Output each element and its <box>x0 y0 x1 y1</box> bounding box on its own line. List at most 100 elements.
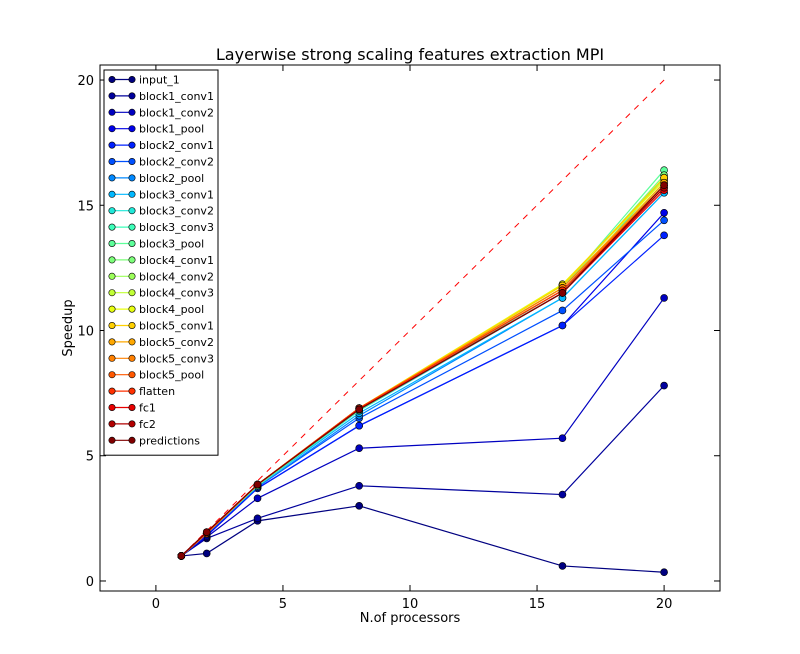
series-line <box>180 184 665 557</box>
y-tick-label: 15 <box>77 199 94 214</box>
data-point <box>558 306 567 315</box>
ideal-scaling-line <box>180 79 665 557</box>
legend-entry: block5_conv3 <box>108 352 214 365</box>
legend-label: block4_conv3 <box>139 287 214 300</box>
data-point <box>660 216 668 225</box>
legend-marker <box>128 174 136 182</box>
data-point <box>660 208 668 217</box>
x-tick-label: 20 <box>656 597 673 612</box>
legend-label: block1_pool <box>139 123 204 136</box>
legend-entry: block3_conv1 <box>108 188 214 201</box>
data-point <box>660 231 668 240</box>
legend-marker <box>108 272 116 280</box>
legend-marker <box>108 240 116 248</box>
legend-marker <box>108 174 116 182</box>
legend-marker <box>108 76 116 84</box>
data-point <box>355 481 363 490</box>
series-line <box>181 505 665 573</box>
series-line <box>180 297 665 557</box>
legend-marker <box>108 207 116 215</box>
data-point <box>660 568 668 577</box>
legend-entry: block2_pool <box>108 172 204 185</box>
data-point <box>253 494 262 503</box>
legend-entry: block4_conv1 <box>108 254 214 267</box>
legend-marker <box>128 289 136 297</box>
legend-label: block2_conv1 <box>139 139 214 152</box>
x-tick-label: 5 <box>279 597 287 612</box>
legend-label: block2_pool <box>139 172 204 185</box>
legend-label: block4_conv1 <box>139 254 214 267</box>
legend-label: block3_pool <box>139 238 204 251</box>
legend-label: block3_conv2 <box>139 205 214 218</box>
x-axis-label: N.of processors <box>360 611 461 626</box>
series-predictions <box>177 181 668 560</box>
axis-ticks: 0 5 10 15 20 0 5 10 15 20 <box>77 65 720 612</box>
data-point <box>355 502 363 510</box>
legend-marker <box>108 190 116 198</box>
data-point <box>355 444 363 453</box>
y-axis-label: Speedup <box>61 299 76 356</box>
legend-marker <box>108 403 116 411</box>
y-tick-label: 20 <box>77 74 94 89</box>
legend-entry: block4_conv2 <box>108 270 214 283</box>
legend-marker <box>108 125 116 133</box>
series-line <box>180 234 665 557</box>
legend: input_1 block1_conv1 block1_conv2 block1_po… <box>103 69 219 456</box>
data-point <box>253 514 262 523</box>
legend-entry: flatten <box>108 385 175 398</box>
data-point <box>558 490 567 499</box>
legend-entry: block4_conv3 <box>108 287 214 300</box>
data-point <box>660 381 668 390</box>
legend-label: block1_conv1 <box>139 90 214 103</box>
series-line <box>180 385 665 557</box>
legend-label: block5_pool <box>139 369 204 382</box>
legend-label: block5_conv2 <box>139 336 214 349</box>
x-tick-label: 15 <box>529 597 546 612</box>
legend-entry: block5_pool <box>108 369 204 382</box>
ideal-speedup-line <box>180 79 665 557</box>
data-point <box>177 552 186 560</box>
legend-marker <box>108 158 116 166</box>
legend-marker <box>128 387 136 395</box>
legend-entry: block5_conv1 <box>108 320 214 333</box>
legend-marker <box>128 223 136 231</box>
legend-marker <box>108 141 116 149</box>
legend-marker <box>108 305 116 313</box>
legend-marker <box>128 108 136 116</box>
legend-label: block3_conv3 <box>139 221 214 234</box>
legend-marker <box>108 436 116 444</box>
data-point <box>355 405 363 414</box>
legend-entry: block3_conv3 <box>108 221 214 234</box>
legend-marker <box>128 256 136 264</box>
legend-marker <box>128 436 136 444</box>
legend-marker <box>128 141 136 149</box>
legend-marker <box>108 321 116 329</box>
legend-marker <box>128 207 136 215</box>
legend-marker <box>108 387 116 395</box>
data-point <box>202 549 211 558</box>
legend-marker <box>128 158 136 166</box>
data-point <box>253 480 262 489</box>
legend-entry: fc1 <box>108 402 156 415</box>
legend-marker <box>128 354 136 362</box>
legend-entry: block2_conv1 <box>108 139 214 152</box>
legend-label: fc1 <box>139 402 156 415</box>
legend-entry: block4_pool <box>108 303 204 316</box>
legend-marker <box>108 289 116 297</box>
legend-entry: fc2 <box>108 418 156 431</box>
legend-label: block5_conv1 <box>139 320 214 333</box>
y-tick-label: 10 <box>77 325 94 340</box>
x-tick-label: 0 <box>152 597 160 612</box>
y-tick-label: 0 <box>86 575 94 590</box>
series-group <box>177 166 668 577</box>
data-point <box>660 181 668 190</box>
legend-label: block1_conv2 <box>139 106 214 119</box>
legend-marker <box>128 240 136 248</box>
legend-marker <box>108 256 116 264</box>
legend-label: block5_conv3 <box>139 352 214 365</box>
legend-entry: input_1 <box>108 74 180 87</box>
legend-marker <box>128 125 136 133</box>
legend-label: block3_conv1 <box>139 188 214 201</box>
legend-marker <box>108 354 116 362</box>
